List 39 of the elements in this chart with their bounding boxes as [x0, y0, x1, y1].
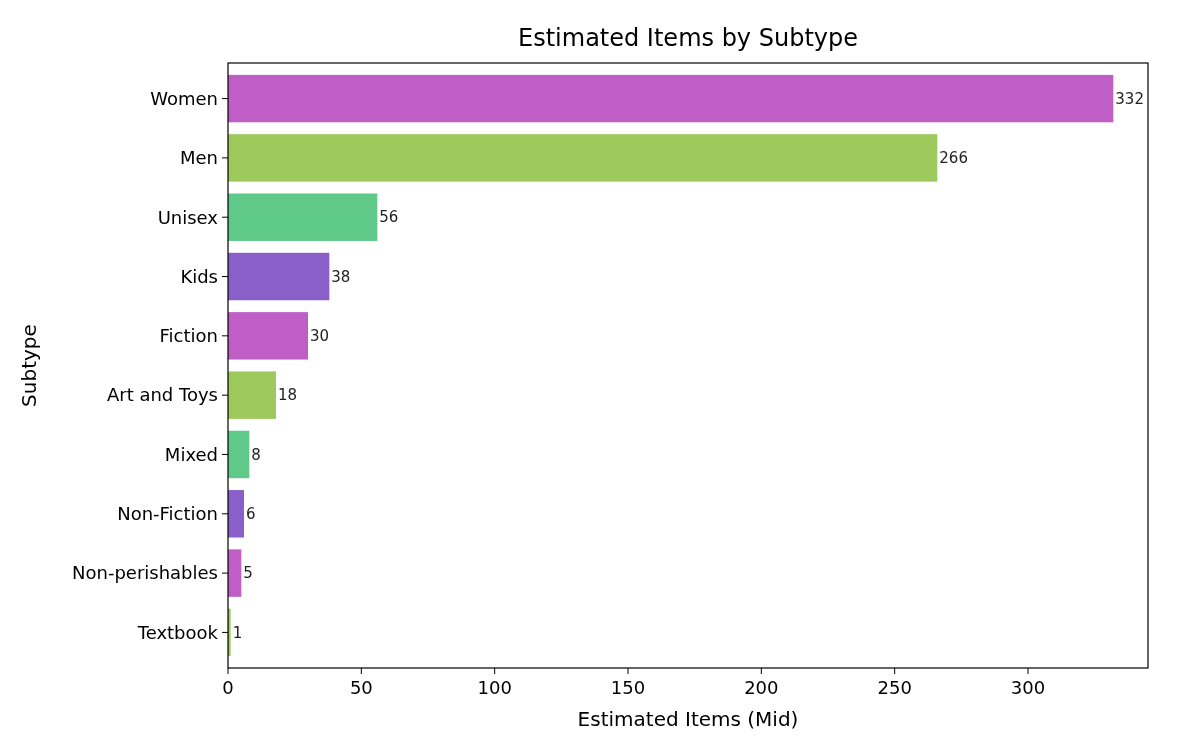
data-label: 18: [278, 386, 298, 405]
data-label: 30: [310, 327, 330, 346]
bar: [228, 371, 276, 419]
y-tick-label: Kids: [180, 265, 218, 287]
x-tick-label: 200: [744, 677, 779, 698]
y-tick-label: Mixed: [164, 443, 218, 465]
bar: [228, 312, 308, 360]
data-label: 38: [331, 267, 351, 286]
data-label: 56: [379, 208, 399, 227]
y-tick-label: Non-Fiction: [117, 503, 218, 525]
y-tick-label: Fiction: [159, 325, 218, 347]
y-tick-label: Non-perishables: [72, 562, 218, 584]
y-axis-title: Subtype: [17, 324, 41, 407]
data-label: 5: [243, 564, 253, 583]
x-axis-title: Estimated Items (Mid): [577, 707, 799, 731]
bar: [228, 490, 244, 538]
y-tick-label: Men: [179, 147, 218, 169]
data-label: 332: [1115, 89, 1144, 108]
bar: [228, 134, 938, 182]
data-label: 6: [246, 505, 256, 524]
y-tick-label: Art and Toys: [106, 384, 218, 406]
x-tick-label: 300: [1010, 677, 1046, 698]
bar: [228, 252, 330, 301]
x-tick-label: 50: [349, 677, 373, 698]
bar: [228, 430, 250, 479]
data-label: 8: [251, 445, 261, 464]
bar: [228, 549, 242, 597]
y-tick-label: Textbook: [136, 621, 219, 643]
bar: [228, 193, 378, 241]
x-tick-label: 250: [877, 677, 912, 698]
y-tick-label: Women: [150, 87, 218, 109]
bar: [228, 74, 1114, 123]
x-tick-label: 100: [477, 677, 512, 698]
data-label: 1: [232, 623, 243, 642]
chart-title: Estimated Items by Subtype: [518, 24, 858, 52]
x-tick-label: 150: [610, 677, 646, 698]
x-tick-label: 0: [222, 677, 234, 698]
data-label: 266: [939, 149, 968, 168]
y-tick-label: Unisex: [157, 206, 219, 228]
